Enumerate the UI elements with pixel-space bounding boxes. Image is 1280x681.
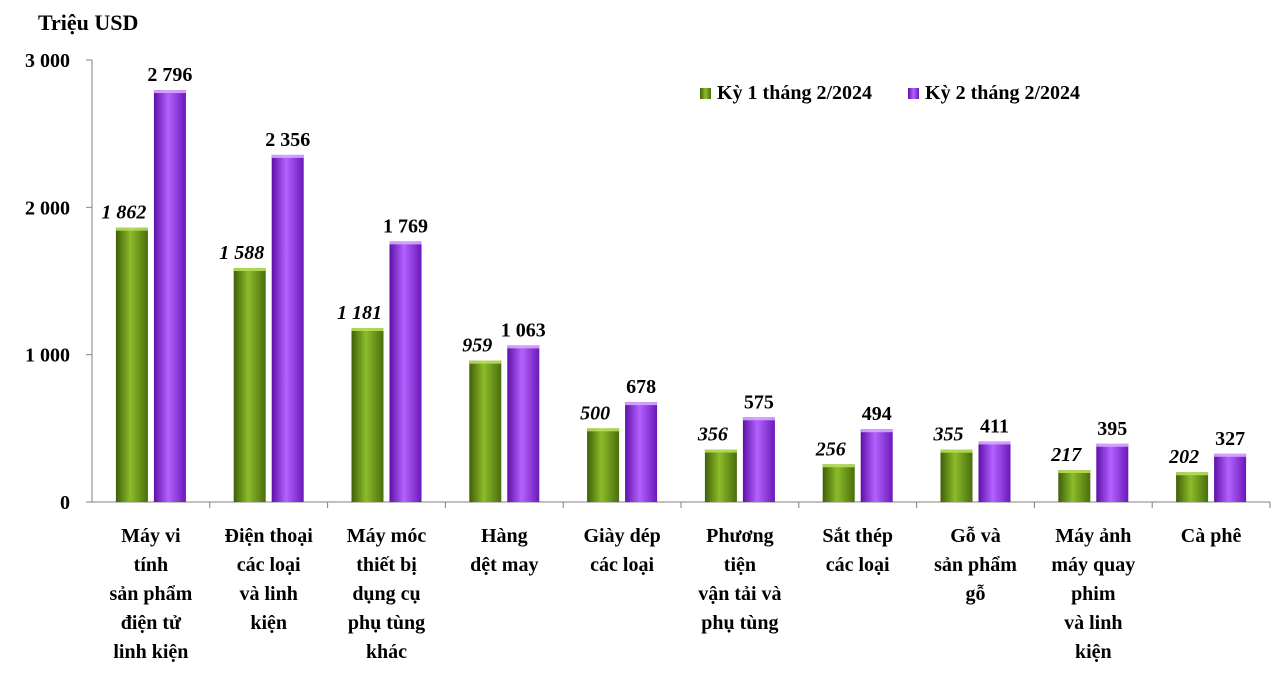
- bar-series-2: [742, 417, 775, 502]
- data-label-series-1: 256: [815, 438, 846, 460]
- bar-series-2: [271, 154, 304, 502]
- bar-cap-series-2: [507, 345, 540, 349]
- data-labels-group: 1 862 2 796 1 588 2 356 1 181 1 769 959 1 063 50…: [101, 64, 1245, 468]
- x-category-label: Sắt thép các loại: [822, 525, 893, 576]
- bar-cap-series-2: [153, 90, 186, 94]
- bar-cap-series-1: [940, 449, 973, 453]
- y-tick-label: 3 000: [25, 50, 70, 72]
- bar-cap-series-1: [1058, 470, 1091, 474]
- x-category-label: Điện thoại các loại và linh kiện: [224, 525, 313, 634]
- x-category-label: Máy vi tính sản phẩm điện tử linh kiện: [109, 525, 193, 663]
- x-category-label: Máy ảnh máy quay phim và linh kiện: [1051, 525, 1136, 663]
- bar-cap-series-2: [742, 417, 775, 421]
- bar-cap-series-2: [860, 429, 893, 433]
- x-category-label: Máy móc thiết bị dụng cụ phụ tùng khác: [346, 525, 427, 663]
- data-label-series-2: 494: [862, 403, 892, 425]
- bar-cap-series-1: [233, 268, 266, 272]
- y-tick-label: 0: [60, 492, 70, 514]
- data-label-series-1: 959: [462, 335, 492, 357]
- legend-swatch-series-1: [700, 88, 711, 99]
- bar-cap-series-2: [978, 441, 1011, 445]
- bar-series-1: [469, 360, 502, 502]
- bar-series-2: [978, 441, 1011, 502]
- legend-swatch-series-2: [908, 88, 920, 99]
- bar-cap-series-2: [625, 402, 658, 406]
- data-label-series-1: 356: [697, 424, 728, 446]
- data-label-series-2: 678: [626, 376, 656, 398]
- y-axis-unit-label: Triệu USD: [38, 10, 139, 35]
- bar-series-2: [389, 241, 422, 502]
- bar-cap-series-1: [115, 227, 148, 231]
- bar-series-2: [507, 345, 540, 502]
- data-label-series-1: 500: [580, 402, 610, 424]
- data-label-series-2: 1 063: [501, 319, 546, 341]
- data-label-series-1: 202: [1168, 446, 1199, 468]
- data-label-series-2: 395: [1097, 418, 1127, 440]
- x-category-label: Hàng dệt may: [470, 525, 539, 576]
- bar-cap-series-1: [1176, 472, 1209, 476]
- bar-series-1: [233, 268, 266, 502]
- x-category-label: Gỗ và sản phẩm gỗ: [934, 525, 1017, 605]
- bar-cap-series-1: [704, 449, 737, 453]
- x-category-label: Cà phê: [1180, 525, 1242, 547]
- legend-label-series-2: Kỳ 2 tháng 2/2024: [925, 82, 1081, 104]
- bar-series-2: [625, 402, 658, 502]
- x-category-label: Giày dép các loại: [583, 525, 661, 576]
- data-label-series-1: 355: [933, 424, 964, 446]
- bar-series-2: [860, 429, 893, 502]
- bar-cap-series-2: [389, 241, 422, 245]
- bar-series-1: [940, 449, 973, 502]
- bar-cap-series-1: [469, 360, 502, 364]
- legend-label-series-1: Kỳ 1 tháng 2/2024: [717, 82, 873, 104]
- bar-series-2: [153, 90, 186, 502]
- bar-cap-series-2: [1214, 453, 1247, 457]
- data-label-series-2: 575: [744, 391, 774, 413]
- legend-item-series-2: Kỳ 2 tháng 2/2024: [908, 82, 1080, 105]
- bar-series-2: [1214, 453, 1247, 502]
- data-label-series-1: 1 862: [101, 202, 146, 224]
- bar-series-1: [115, 227, 148, 502]
- data-label-series-2: 411: [980, 415, 1009, 437]
- data-label-series-2: 327: [1215, 428, 1245, 450]
- legend: Kỳ 1 tháng 2/2024 Kỳ 2 tháng 2/2024: [700, 82, 1080, 105]
- bar-series-1: [351, 327, 384, 502]
- bar-cap-series-1: [351, 327, 384, 331]
- y-tick-label: 2 000: [25, 197, 70, 219]
- bar-series-1: [1176, 472, 1209, 502]
- bar-cap-series-2: [271, 154, 304, 158]
- data-label-series-2: 1 769: [383, 215, 428, 237]
- bar-series-1: [1058, 470, 1091, 502]
- bar-series-1: [704, 449, 737, 502]
- bar-series-1: [587, 428, 620, 502]
- legend-item-series-1: Kỳ 1 tháng 2/2024: [700, 82, 872, 105]
- bar-series-1: [822, 464, 855, 502]
- x-category-label: Phương tiện vận tải và phụ tùng: [698, 525, 782, 634]
- data-label-series-2: 2 356: [265, 129, 310, 151]
- data-label-series-2: 2 796: [147, 64, 192, 86]
- data-label-series-1: 1 181: [337, 302, 382, 324]
- bar-cap-series-1: [587, 428, 620, 432]
- data-label-series-1: 217: [1050, 444, 1082, 466]
- bars-group: [115, 90, 1247, 502]
- bar-cap-series-1: [822, 464, 855, 468]
- bar-series-2: [1096, 443, 1129, 502]
- y-tick-label: 1 000: [25, 345, 70, 367]
- data-label-series-1: 1 588: [219, 242, 264, 264]
- bar-cap-series-2: [1096, 443, 1129, 447]
